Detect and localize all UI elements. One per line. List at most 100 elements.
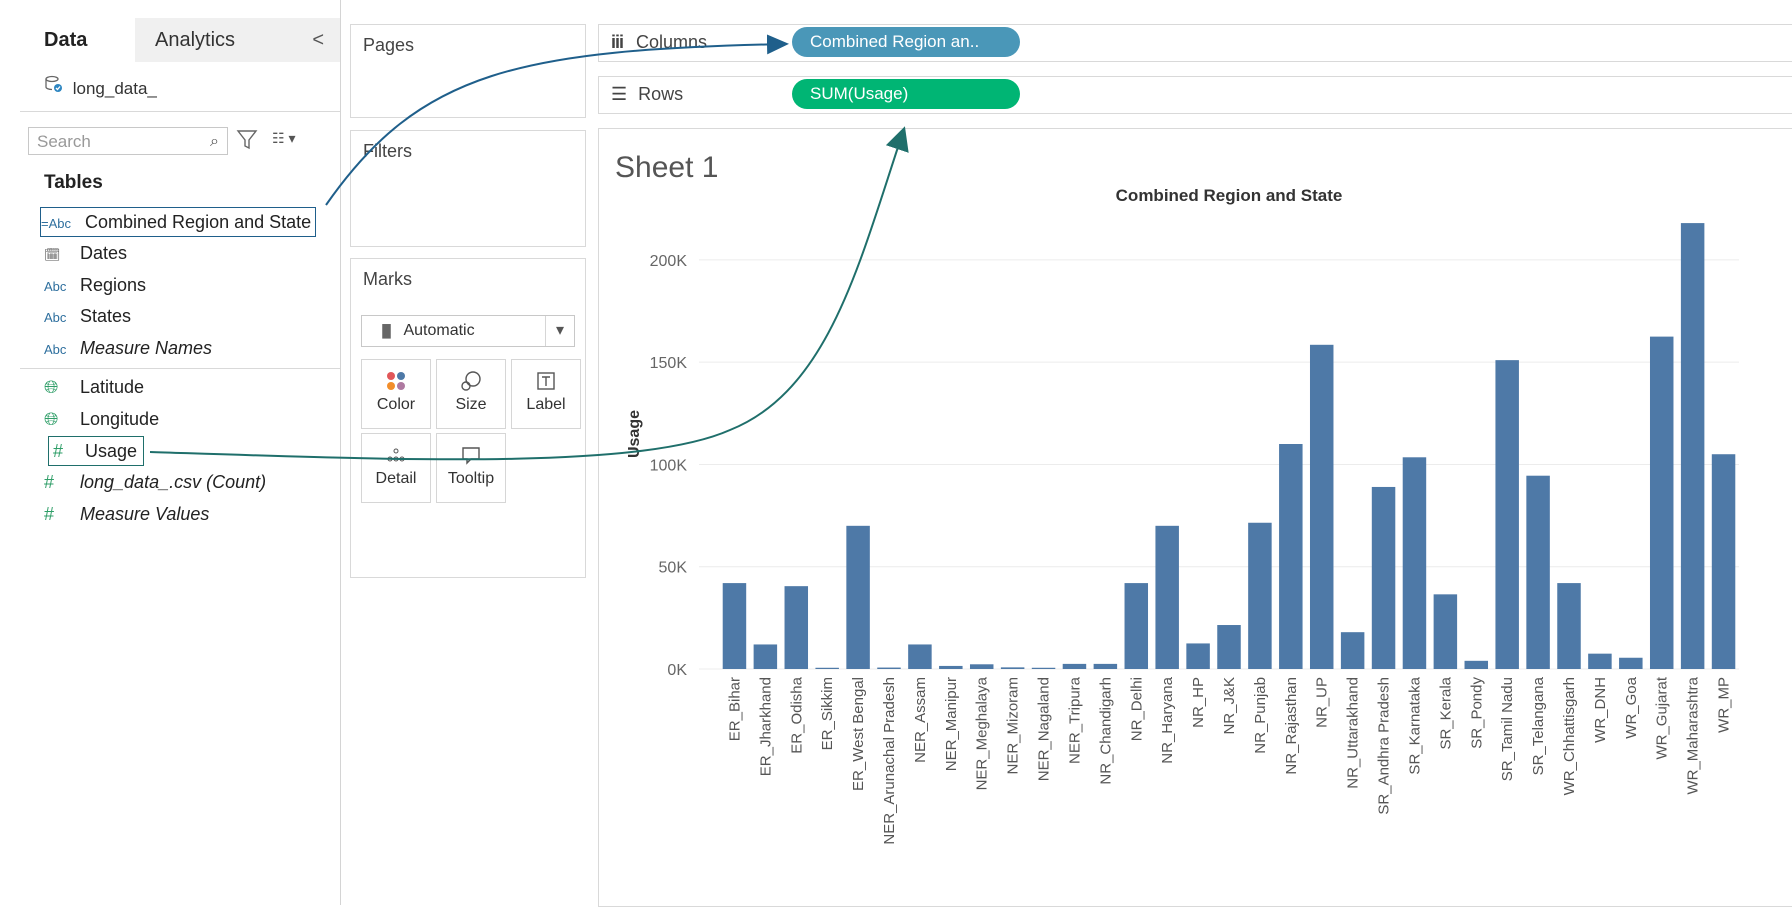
field-regions[interactable]: Abc Regions <box>44 271 146 299</box>
x-tick-label: NR_Rajasthan <box>1283 677 1300 775</box>
string-icon: Abc <box>44 310 67 325</box>
bar <box>969 664 994 669</box>
marks-card: Marks ▐▌ Automatic ▾ Color Size Label De… <box>350 258 586 578</box>
label-icon <box>512 370 580 396</box>
columns-label-text: Columns <box>636 32 708 52</box>
x-tick-label: NR_Chandigarh <box>1097 677 1114 785</box>
measure-icon: # <box>44 472 55 492</box>
detail-label: Detail <box>375 470 417 487</box>
field-label: Regions <box>80 275 147 295</box>
bar <box>1155 525 1179 669</box>
field-label: long_data_.csv (Count) <box>80 472 267 492</box>
field-label: Dates <box>80 243 128 263</box>
mark-type-dropdown[interactable]: ▐▌ Automatic ▾ <box>361 315 575 347</box>
pages-card[interactable]: Pages <box>350 24 586 118</box>
bar <box>1557 583 1581 669</box>
string-icon: Abc <box>44 342 67 357</box>
date-icon: 🗓 <box>44 247 61 262</box>
search-input[interactable]: Search ⌕ <box>28 127 228 155</box>
label-button[interactable]: Label <box>511 359 581 429</box>
bar <box>877 667 901 669</box>
x-tick-label: NR_Delhi <box>1128 677 1145 741</box>
bar <box>1433 594 1458 669</box>
bar <box>1526 475 1550 669</box>
bar <box>1340 632 1365 669</box>
filter-icon[interactable] <box>236 127 258 158</box>
x-tick-label: WR_Goa <box>1623 676 1640 738</box>
x-tick-label: NER_Mizoram <box>1005 677 1022 775</box>
columns-shelf[interactable]: iii Columns <box>598 24 1792 62</box>
size-icon <box>437 370 505 396</box>
divider <box>20 368 340 369</box>
field-measure-values[interactable]: # Measure Values <box>44 500 209 528</box>
rows-pill[interactable]: SUM(Usage) <box>792 79 1020 109</box>
field-latitude[interactable]: 🌐︎ Latitude <box>44 373 144 401</box>
bar <box>1711 454 1736 669</box>
view-list-icon[interactable]: ☷ ▾ <box>272 130 296 146</box>
field-usage[interactable]: # Usage <box>48 436 145 466</box>
bar <box>939 665 963 669</box>
globe-icon: 🌐︎ <box>44 377 59 397</box>
x-tick-label: NR_Punjab <box>1252 677 1269 754</box>
color-label: Color <box>376 396 416 413</box>
x-tick-label: NER_Nagaland <box>1036 677 1053 781</box>
field-label: States <box>80 306 132 326</box>
field-longitude[interactable]: 🌐︎ Longitude <box>44 405 159 433</box>
rows-shelf[interactable]: ☰ Rows <box>598 76 1792 114</box>
field-states[interactable]: Abc States <box>44 302 131 330</box>
measure-icon: # <box>44 504 55 524</box>
x-tick-label: NER_Tripura <box>1066 676 1083 764</box>
field-measure-names[interactable]: Abc Measure Names <box>44 334 212 362</box>
string-icon: Abc <box>44 279 67 294</box>
bar <box>784 586 809 669</box>
worksheet-view: Sheet 1 Combined Region and State 0K 50K 10… <box>598 128 1792 907</box>
y-axis-label: Usage <box>626 410 643 458</box>
tab-data[interactable]: Data <box>0 18 135 64</box>
filters-card[interactable]: Filters <box>350 130 586 247</box>
tooltip-icon <box>437 444 505 470</box>
y-tick-label: 200K <box>650 253 688 270</box>
tab-analytics[interactable]: Analytics < <box>135 18 340 62</box>
bar <box>1309 344 1334 669</box>
field-label: Combined Region and State <box>85 212 312 232</box>
x-tick-label: SR_Tamil Nadu <box>1499 677 1516 781</box>
search-placeholder: Search <box>37 132 91 151</box>
field-label: Latitude <box>80 377 145 397</box>
bar <box>908 644 932 669</box>
field-dates[interactable]: 🗓 Dates <box>44 239 127 267</box>
field-combined-region-and-state[interactable]: =Abc Combined Region and State <box>40 207 317 237</box>
bar <box>1093 663 1118 669</box>
x-tick-label: NR_J&K <box>1221 677 1238 735</box>
globe-icon: 🌐︎ <box>44 409 59 429</box>
columns-pill[interactable]: Combined Region an.. <box>792 27 1020 57</box>
x-tick-label: SR_Kerala <box>1437 676 1454 749</box>
x-tick-label: NR_Haryana <box>1159 676 1176 763</box>
bar <box>1062 663 1087 669</box>
color-button[interactable]: Color <box>361 359 431 429</box>
bar-chart-icon: ▐▌ <box>378 324 396 338</box>
x-tick-label: NER_Assam <box>912 677 929 763</box>
tooltip-button[interactable]: Tooltip <box>436 433 506 503</box>
bar <box>722 583 747 669</box>
bar <box>1031 667 1056 669</box>
datasource-row[interactable]: long_data_ <box>44 74 157 99</box>
collapse-pane-icon[interactable]: < <box>312 29 324 51</box>
divider <box>20 111 340 112</box>
field-count[interactable]: # long_data_.csv (Count) <box>44 468 266 496</box>
bar <box>1649 336 1674 669</box>
string-calc-icon: =Abc <box>41 216 71 231</box>
x-tick-label: NR_HP <box>1190 677 1207 728</box>
x-tick-label: NR_Uttarakhand <box>1345 677 1362 789</box>
dropdown-arrow-icon: ▾ <box>545 316 574 346</box>
color-icon <box>362 370 430 396</box>
search-icon: ⌕ <box>210 133 219 150</box>
y-tick-label: 0K <box>667 662 687 679</box>
x-tick-label: ER_Jharkhand <box>757 677 774 776</box>
bar <box>1217 625 1241 669</box>
detail-button[interactable]: Detail <box>361 433 431 503</box>
rows-label-text: Rows <box>638 84 684 104</box>
field-label: Measure Values <box>80 504 210 524</box>
size-button[interactable]: Size <box>436 359 506 429</box>
rows-icon: ☰ <box>611 84 628 104</box>
bar <box>1186 643 1210 669</box>
